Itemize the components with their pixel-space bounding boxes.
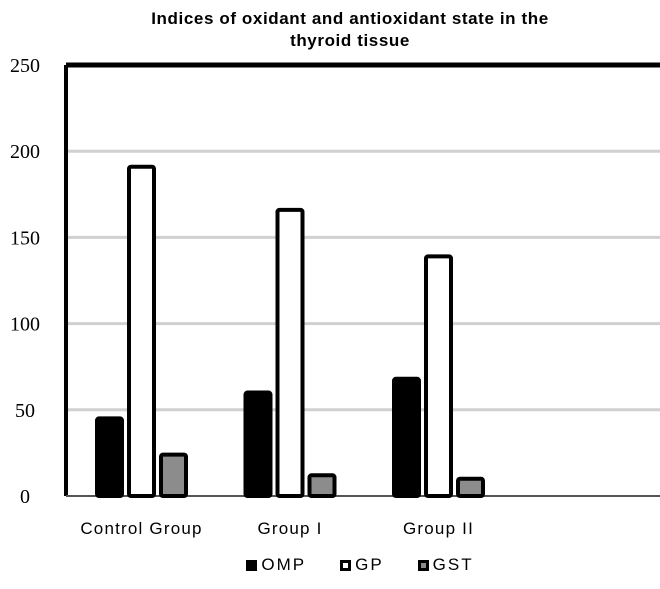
x-tick-label: Control Group bbox=[80, 519, 202, 538]
legend-label: GST bbox=[432, 555, 474, 574]
y-tick-label: 50 bbox=[15, 400, 35, 422]
legend-swatch bbox=[340, 559, 352, 571]
bar-gp-1 bbox=[127, 164, 156, 498]
bar-gp-3 bbox=[424, 254, 453, 499]
legend-label: OMP bbox=[261, 555, 307, 574]
bar-omp-1 bbox=[95, 416, 124, 499]
y-tick-label: 200 bbox=[10, 141, 40, 163]
bar-gst-3 bbox=[456, 476, 485, 499]
legend-swatch bbox=[246, 559, 258, 571]
bar-gp-2 bbox=[275, 207, 305, 498]
legend-swatch bbox=[417, 559, 429, 571]
bar-gst-1 bbox=[159, 452, 188, 498]
chart-title-line-1: Indices of oxidant and antioxidant state… bbox=[151, 9, 549, 28]
legend-item-omp: OMP bbox=[246, 555, 306, 575]
legend-item-gp: GP bbox=[340, 555, 384, 575]
y-tick-label: 0 bbox=[20, 486, 30, 508]
bar-gst-2 bbox=[307, 473, 337, 499]
bar-omp-3 bbox=[392, 376, 421, 499]
bar-omp-2 bbox=[243, 390, 273, 498]
chart-title-line-2: thyroid tissue bbox=[290, 31, 410, 50]
y-tick-label: 150 bbox=[10, 227, 40, 249]
legend-item-gst: GST bbox=[417, 555, 474, 575]
legend-label: GP bbox=[355, 555, 384, 574]
y-tick-label: 250 bbox=[10, 55, 40, 77]
y-tick-label: 100 bbox=[10, 314, 40, 336]
x-tick-label: Group I bbox=[257, 519, 322, 538]
x-tick-label: Group II bbox=[403, 519, 474, 538]
legend: OMP GP GST bbox=[0, 552, 660, 578]
